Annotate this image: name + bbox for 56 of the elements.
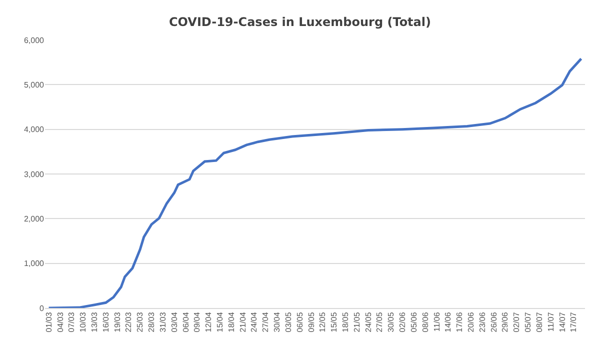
x-tick-label: 30/04: [272, 312, 282, 332]
x-tick-label: 11/06: [432, 312, 442, 332]
x-tick-label: 13/03: [90, 312, 100, 332]
x-tick-label: 11/07: [546, 312, 556, 332]
x-tick-label: 24/05: [364, 312, 373, 332]
y-tick-label: 4,000: [24, 125, 45, 134]
x-tick-label: 09/05: [306, 312, 316, 332]
x-tick-label: 23/06: [478, 312, 487, 332]
x-tick-label: 21/05: [352, 312, 362, 332]
x-tick-label: 18/05: [341, 312, 350, 332]
x-tick-label: 14/06: [444, 312, 453, 332]
y-tick-label: 1,000: [24, 259, 45, 268]
y-tick-label: 0: [40, 304, 45, 313]
x-tick-label: 15/05: [330, 312, 339, 332]
x-tick-label: 09/04: [192, 312, 202, 332]
x-tick-label: 19/03: [112, 312, 122, 332]
x-tick-label: 06/04: [181, 312, 190, 332]
x-tick-label: 04/03: [56, 312, 65, 332]
x-tick-label: 03/05: [284, 312, 293, 332]
x-tick-label: 30/05: [386, 312, 396, 332]
x-tick-label: 08/06: [420, 312, 430, 332]
x-tick-label: 16/03: [101, 312, 110, 332]
x-tick-label: 29/06: [500, 312, 510, 332]
x-tick-label: 08/07: [534, 312, 544, 332]
x-tick-label: 14/07: [558, 312, 567, 332]
x-tick-label: 26/06: [489, 312, 498, 332]
y-tick-label: 2,000: [24, 214, 45, 224]
x-tick-label: 22/03: [124, 312, 134, 332]
line-series: [48, 58, 582, 308]
x-tick-label: 18/04: [226, 312, 236, 332]
x-tick-label: 21/04: [238, 312, 248, 332]
x-tick-label: 05/07: [524, 312, 533, 332]
x-tick-label: 20/06: [466, 312, 476, 332]
x-tick-label: 17/07: [569, 312, 578, 332]
x-tick-label: 01/03: [44, 312, 54, 332]
y-tick-label: 6,000: [24, 36, 45, 45]
x-tick-label: 06/05: [295, 312, 304, 332]
x-tick-label: 10/03: [78, 312, 88, 332]
x-tick-label: 27/04: [261, 312, 270, 332]
x-tick-label: 03/04: [170, 312, 179, 332]
x-tick-label: 05/06: [409, 312, 418, 332]
x-tick-label: 17/06: [455, 312, 464, 332]
x-tick-label: 28/03: [147, 312, 156, 332]
x-tick-label: 02/06: [398, 312, 408, 332]
x-tick-label: 31/03: [158, 312, 168, 332]
x-tick-label: 27/05: [375, 312, 384, 332]
x-tick-label: 12/04: [204, 312, 214, 332]
x-tick-label: 12/05: [318, 312, 328, 332]
chart-title: COVID-19-Cases in Luxembourg (Total): [168, 14, 432, 29]
x-tick-label: 24/04: [250, 312, 259, 332]
y-tick-label: 3,000: [24, 170, 45, 179]
x-tick-label: 02/07: [512, 312, 522, 332]
x-tick-label: 25/03: [136, 312, 145, 332]
y-tick-label: 5,000: [24, 80, 45, 90]
x-tick-label: 07/03: [67, 312, 76, 332]
x-tick-label: 15/04: [216, 312, 225, 332]
